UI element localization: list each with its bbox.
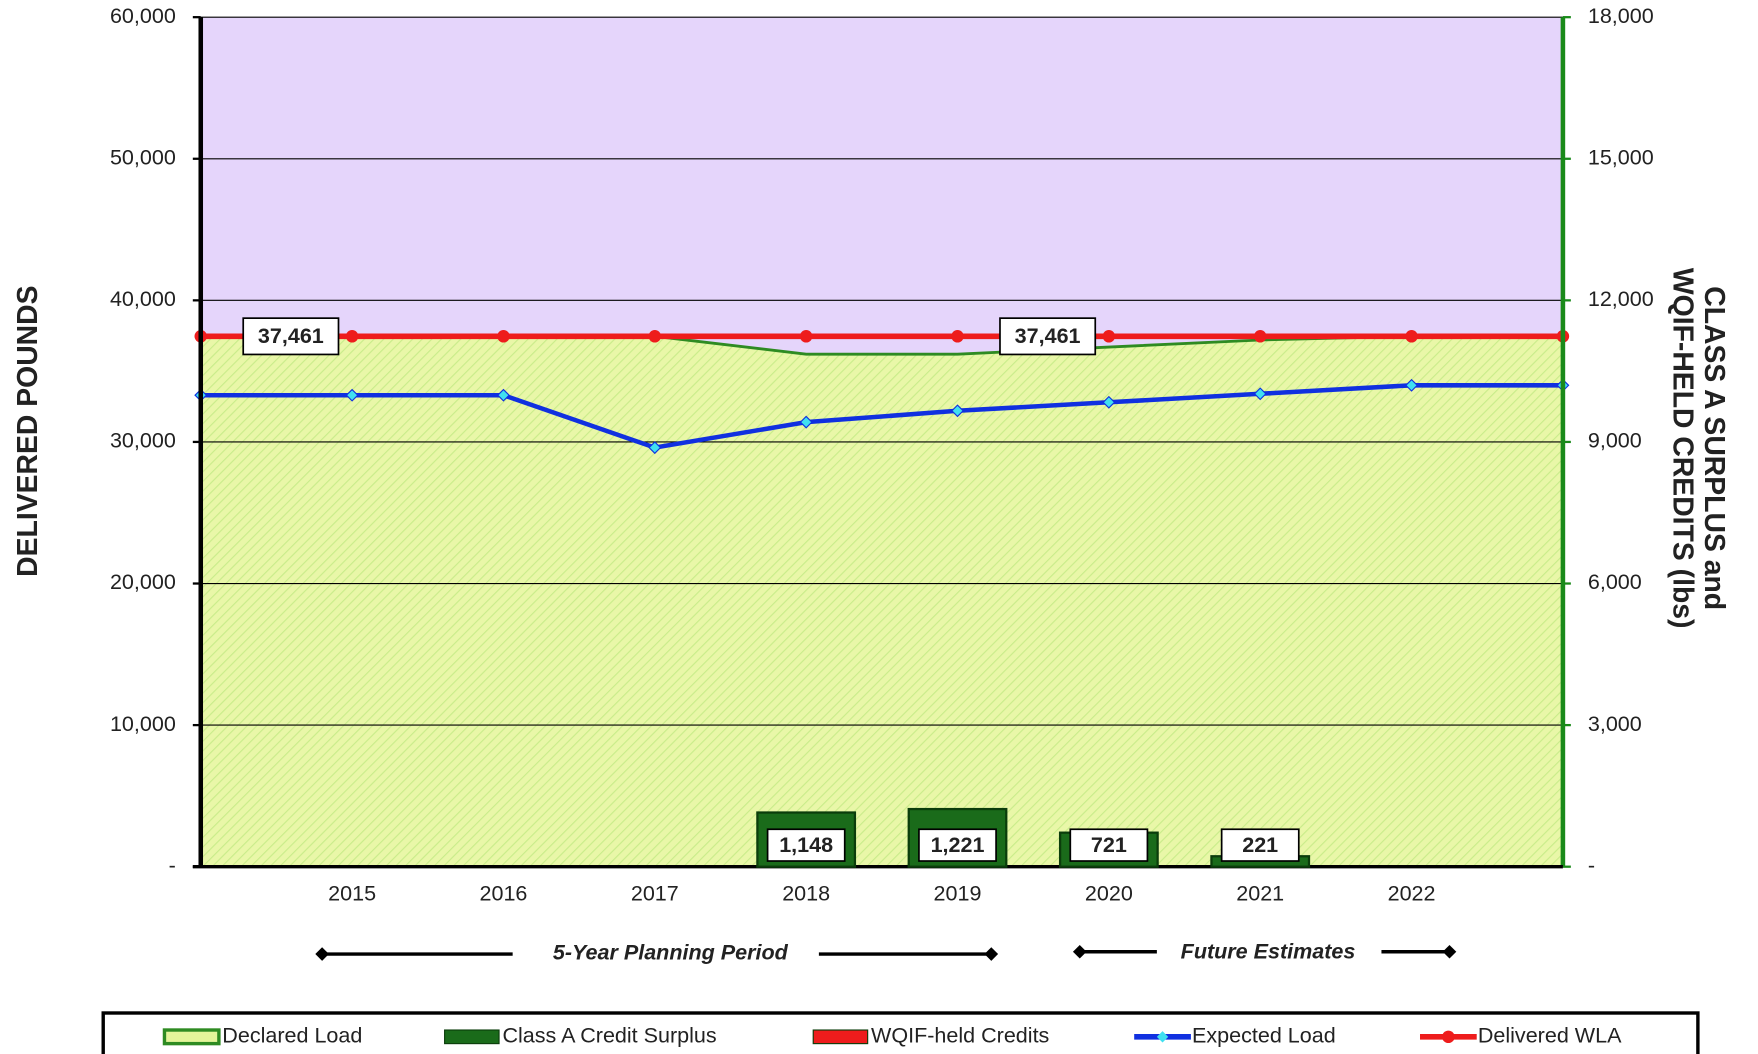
x-tick-label: 2016 <box>480 882 528 906</box>
y-tick-label: 10,000 <box>110 712 176 736</box>
legend-marker <box>1442 1030 1455 1044</box>
x-tick-label: 2019 <box>934 882 982 906</box>
y2-tick-label: - <box>1588 853 1595 877</box>
y-axis-label: DELIVERED POUNDS <box>12 285 44 576</box>
marker <box>1253 330 1267 343</box>
y-tick-label: 50,000 <box>110 145 176 169</box>
legend: Declared Load Class A Credit Surplus WQIF-… <box>162 1024 1622 1048</box>
legend-label: Class A Credit Surplus <box>502 1024 716 1048</box>
x-tick-label: 2018 <box>782 882 830 906</box>
marker <box>951 404 964 418</box>
marker <box>1102 330 1116 343</box>
y-tick-label: 30,000 <box>110 429 176 453</box>
annotation: Future Estimates <box>1181 940 1356 964</box>
data-label: 721 <box>1091 833 1127 857</box>
data-label-box <box>1220 828 1300 862</box>
y-tick-label: 40,000 <box>110 287 176 311</box>
marker <box>496 388 510 402</box>
data-label: 37,461 <box>1015 324 1081 348</box>
y2-tick-label: 3,000 <box>1588 712 1642 736</box>
marker <box>497 330 510 343</box>
marker <box>799 330 813 343</box>
data-label-box <box>1069 828 1149 862</box>
legend-label: WQIF-held Credits <box>871 1024 1049 1048</box>
y2-tick-label: 18,000 <box>1588 4 1654 28</box>
marker <box>648 330 662 343</box>
legend-label: Delivered WLA <box>1478 1024 1622 1048</box>
data-label: 1,148 <box>779 833 833 857</box>
y2-tick-label: 6,000 <box>1588 570 1642 594</box>
data-label: 37,461 <box>258 324 324 348</box>
legend-swatch <box>444 1029 500 1045</box>
y-tick-label: - <box>169 853 176 877</box>
legend-label: Expected Load <box>1192 1024 1336 1048</box>
line <box>200 383 1563 450</box>
data-label: 1,221 <box>931 833 985 857</box>
x-tick-label: 2015 <box>328 882 376 906</box>
annotation-arrow <box>315 944 1457 961</box>
marker <box>345 388 359 402</box>
marker <box>1405 330 1418 343</box>
x-tick-label: 2020 <box>1085 882 1133 906</box>
y2-tick-label: 12,000 <box>1588 287 1654 311</box>
marker <box>799 415 813 429</box>
legend-swatch <box>162 1028 221 1046</box>
x-tick-label: 2022 <box>1388 882 1436 906</box>
marker <box>648 441 662 455</box>
y2-tick-label: 9,000 <box>1588 429 1642 453</box>
marker <box>1253 387 1267 401</box>
marker <box>1405 378 1419 392</box>
marker <box>1102 395 1116 409</box>
annotation: 5-Year Planning Period <box>553 941 789 965</box>
y-tick-label: 60,000 <box>110 4 176 28</box>
legend-swatch <box>812 1029 869 1045</box>
data-label-box <box>999 317 1097 356</box>
marker <box>345 330 359 343</box>
area <box>200 336 1563 867</box>
y2-axis-label: CLASS A SURPLUS and <box>1698 286 1730 610</box>
legend-marker <box>1156 1031 1169 1043</box>
legend-label: Declared Load <box>222 1024 362 1048</box>
data-label-box <box>242 317 340 356</box>
marker <box>951 330 964 343</box>
data-label-box <box>766 828 846 862</box>
data-label: 221 <box>1242 833 1278 857</box>
plot-area <box>194 16 1570 867</box>
y2-axis-label: WQIF-HELD CREDITS (lbs) <box>1666 268 1698 629</box>
y2-tick-label: 15,000 <box>1588 145 1654 169</box>
data-label-box <box>918 828 997 862</box>
x-tick-label: 2021 <box>1236 882 1284 906</box>
legend-box <box>101 1011 1700 1054</box>
y-tick-label: 20,000 <box>110 570 176 594</box>
x-tick-label: 2017 <box>631 882 679 906</box>
